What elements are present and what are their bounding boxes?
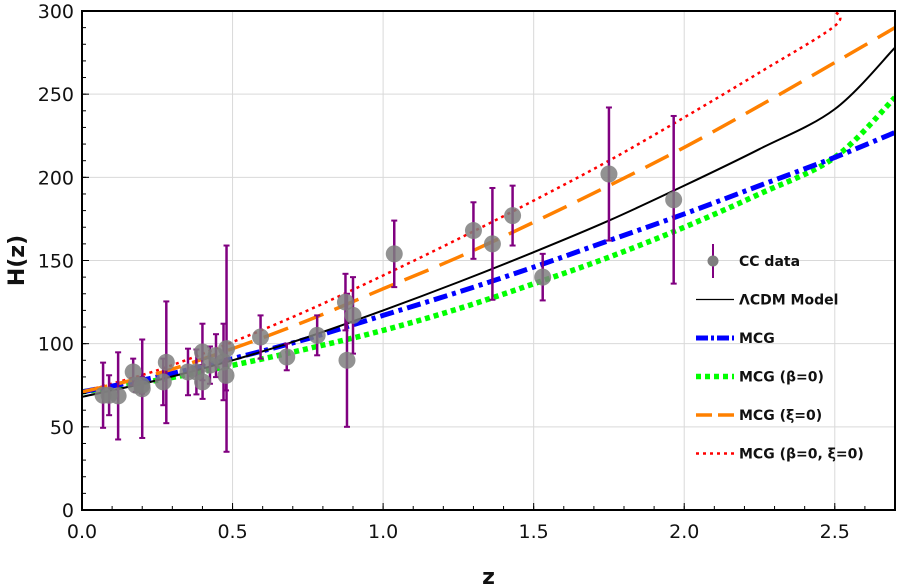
data-point: [600, 165, 618, 183]
x-tick-label: 2.5: [820, 521, 850, 543]
data-point: [109, 387, 127, 405]
y-tick-label: 300: [38, 1, 74, 23]
legend: CC data ΛCDM Model MCG MCG (β=0) MCG (ξ=0) MC…: [696, 244, 864, 463]
legend-label: MCG (β=0, ξ=0): [739, 447, 864, 463]
data-point: [133, 380, 151, 398]
x-axis-label: z: [482, 565, 495, 588]
y-tick-label: 150: [38, 251, 74, 273]
data-point: [385, 245, 403, 263]
y-tick-label: 200: [38, 167, 74, 189]
x-tick-label: 1.0: [368, 521, 398, 543]
data-point: [194, 373, 212, 391]
y-tick-label: 0: [62, 500, 74, 522]
axis-ticks: [81, 10, 866, 511]
legend-point-icon: [707, 255, 719, 267]
data-point: [483, 235, 501, 253]
data-points: [94, 106, 683, 453]
y-tick-label: 50: [50, 417, 74, 439]
data-point: [464, 222, 482, 240]
data-point: [218, 340, 236, 358]
y-axis-label: H(z): [5, 235, 30, 286]
legend-label: CC data: [739, 254, 800, 270]
data-point: [534, 268, 552, 286]
legend-label: ΛCDM Model: [739, 293, 838, 309]
data-point: [504, 207, 522, 225]
x-tick-labels: 0.0 0.5 1.0 1.5 2.0 2.5: [67, 521, 850, 543]
data-point: [665, 191, 683, 209]
legend-label: MCG (β=0): [739, 370, 824, 386]
data-point: [338, 351, 356, 369]
data-point: [336, 293, 354, 311]
x-tick-label: 0.0: [67, 521, 97, 543]
series-line-mcg-0-: [82, 95, 895, 395]
data-point: [215, 353, 233, 371]
legend-label: MCG: [739, 331, 775, 347]
data-point: [157, 353, 175, 371]
data-point: [308, 326, 326, 344]
data-point: [193, 343, 211, 361]
x-tick-label: 1.5: [519, 521, 549, 543]
data-point: [278, 348, 296, 366]
data-point: [124, 363, 142, 381]
x-tick-label: 0.5: [217, 521, 247, 543]
data-point: [344, 306, 362, 324]
series-line--cdm-model: [82, 46, 895, 398]
legend-label: MCG (ξ=0): [739, 408, 822, 424]
data-point: [252, 328, 270, 346]
x-tick-label: 2.0: [669, 521, 699, 543]
y-tick-label: 250: [38, 84, 74, 106]
y-tick-labels: 0 50 100 150 200 250 300: [38, 1, 74, 522]
data-point: [217, 366, 235, 384]
data-point: [154, 373, 172, 391]
y-tick-label: 100: [38, 334, 74, 356]
series-line-mcg-0-0-: [82, 11, 842, 394]
